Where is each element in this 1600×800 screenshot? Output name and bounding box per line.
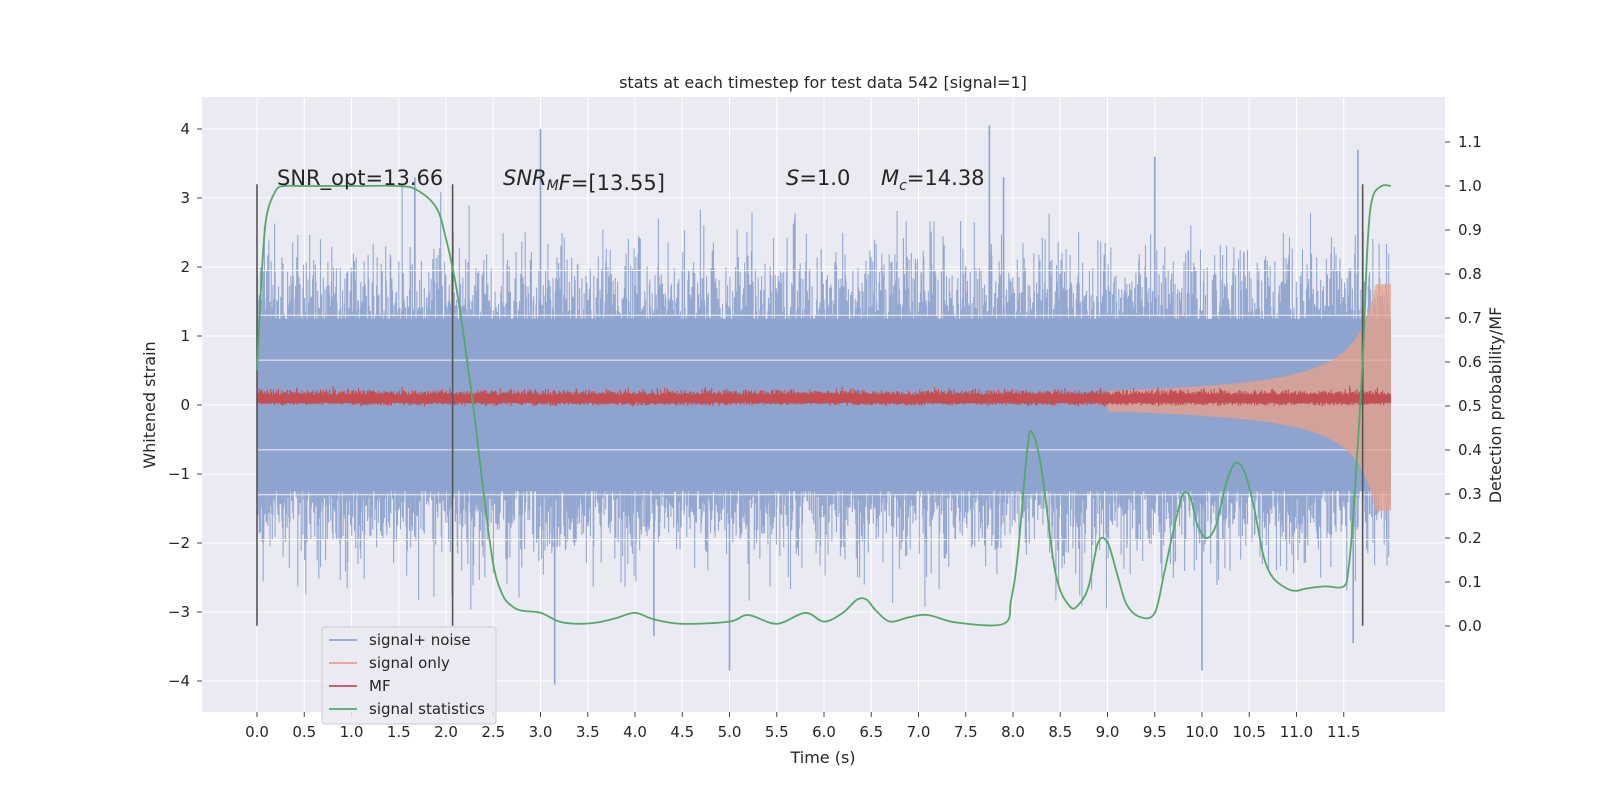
x-axis-label: Time (s)	[789, 748, 855, 767]
x-tick-label: 2.5	[481, 723, 505, 741]
y-tick-label: 4	[180, 120, 190, 138]
vertical-markers	[256, 184, 1364, 626]
chart-title: stats at each timestep for test data 542…	[619, 73, 1027, 92]
x-tick-label: 4.5	[670, 723, 694, 741]
right-tick-label: 0.4	[1458, 441, 1482, 459]
x-tick-label: 11.5	[1327, 723, 1360, 741]
legend: signal+ noise signal only MF signal stat…	[321, 626, 497, 725]
x-tick-label: 8.0	[1001, 723, 1025, 741]
legend-frame	[321, 626, 497, 725]
right-tick-label: 1.0	[1458, 177, 1482, 195]
x-tick-label: 5.5	[765, 723, 789, 741]
x-tick-label: 9.0	[1096, 723, 1120, 741]
x-tick-label: 7.0	[907, 723, 931, 741]
y-tick-label: −4	[168, 672, 190, 690]
x-tick-label: 6.5	[859, 723, 883, 741]
right-tick-label: 0.6	[1458, 353, 1482, 371]
x-tick-label: 6.0	[812, 723, 836, 741]
annotation-2: S=1.0	[786, 166, 850, 190]
right-tick-label: 0.5	[1458, 397, 1482, 415]
x-tick-label: 4.0	[623, 723, 647, 741]
y-tick-label: 1	[180, 327, 190, 345]
right-axis-ticks: 1.1 1.0 0.9 0.8 0.7 0.6 0.5 0.4 0.3 0.2 0.1 0.0	[1445, 133, 1482, 635]
x-tick-label: 0.0	[245, 723, 269, 741]
x-tick-label: 11.0	[1280, 723, 1313, 741]
y-tick-label: −1	[168, 465, 190, 483]
signal-statistics-line	[256, 184, 1392, 627]
annotation-0: SNR_opt=13.66	[277, 166, 443, 191]
x-axis-ticks: 0.0 0.5 1.0 1.5 2.0 2.5 3.0 3.5 4.0 4.5 5.0 5.5 6.0 6…	[245, 712, 1360, 741]
x-tick-label: 1.0	[340, 723, 364, 741]
y-tick-label: 2	[180, 258, 190, 276]
y-tick-label: −2	[168, 534, 190, 552]
annotation-1: SNRMF=[13.55]	[503, 166, 665, 195]
annotation-3: Mc=14.38	[881, 166, 985, 194]
right-tick-label: 0.2	[1458, 529, 1482, 547]
right-tick-label: 0.7	[1458, 309, 1482, 327]
x-tick-label: 7.5	[954, 723, 978, 741]
x-tick-label: 0.5	[292, 723, 316, 741]
legend-label-signal-noise: signal+ noise	[369, 631, 471, 649]
x-tick-label: 9.5	[1143, 723, 1167, 741]
y-axis-ticks: 4 3 2 1 0 −1 −2 −3 −4	[168, 120, 202, 690]
x-tick-label: 5.0	[718, 723, 742, 741]
x-tick-label: 8.5	[1048, 723, 1072, 741]
y-tick-label: 0	[180, 396, 190, 414]
right-axis-label: Detection probability/MF	[1486, 307, 1505, 504]
right-tick-label: 1.1	[1458, 133, 1482, 151]
x-tick-label: 2.0	[434, 723, 458, 741]
y-tick-label: 3	[180, 189, 190, 207]
x-tick-label: 3.0	[529, 723, 553, 741]
legend-label-mf: MF	[369, 677, 391, 695]
x-tick-label: 3.5	[576, 723, 600, 741]
x-tick-label: 10.5	[1233, 723, 1266, 741]
right-tick-label: 0.9	[1458, 221, 1482, 239]
y-tick-label: −3	[168, 603, 190, 621]
legend-label-signal-only: signal only	[369, 654, 450, 672]
right-tick-label: 0.8	[1458, 265, 1482, 283]
right-tick-label: 0.1	[1458, 573, 1482, 591]
right-tick-label: 0.0	[1458, 617, 1482, 635]
x-tick-label: 10.0	[1185, 723, 1218, 741]
annotations: SNR_opt=13.66 SNRMF=[13.55] S=1.0 Mc=14.38	[277, 166, 985, 195]
series-signal-statistics	[256, 184, 1392, 627]
right-tick-label: 0.3	[1458, 485, 1482, 503]
legend-label-signal-statistics: signal statistics	[369, 700, 485, 718]
x-tick-label: 1.5	[387, 723, 411, 741]
y-axis-label: Whitened strain	[140, 341, 159, 468]
